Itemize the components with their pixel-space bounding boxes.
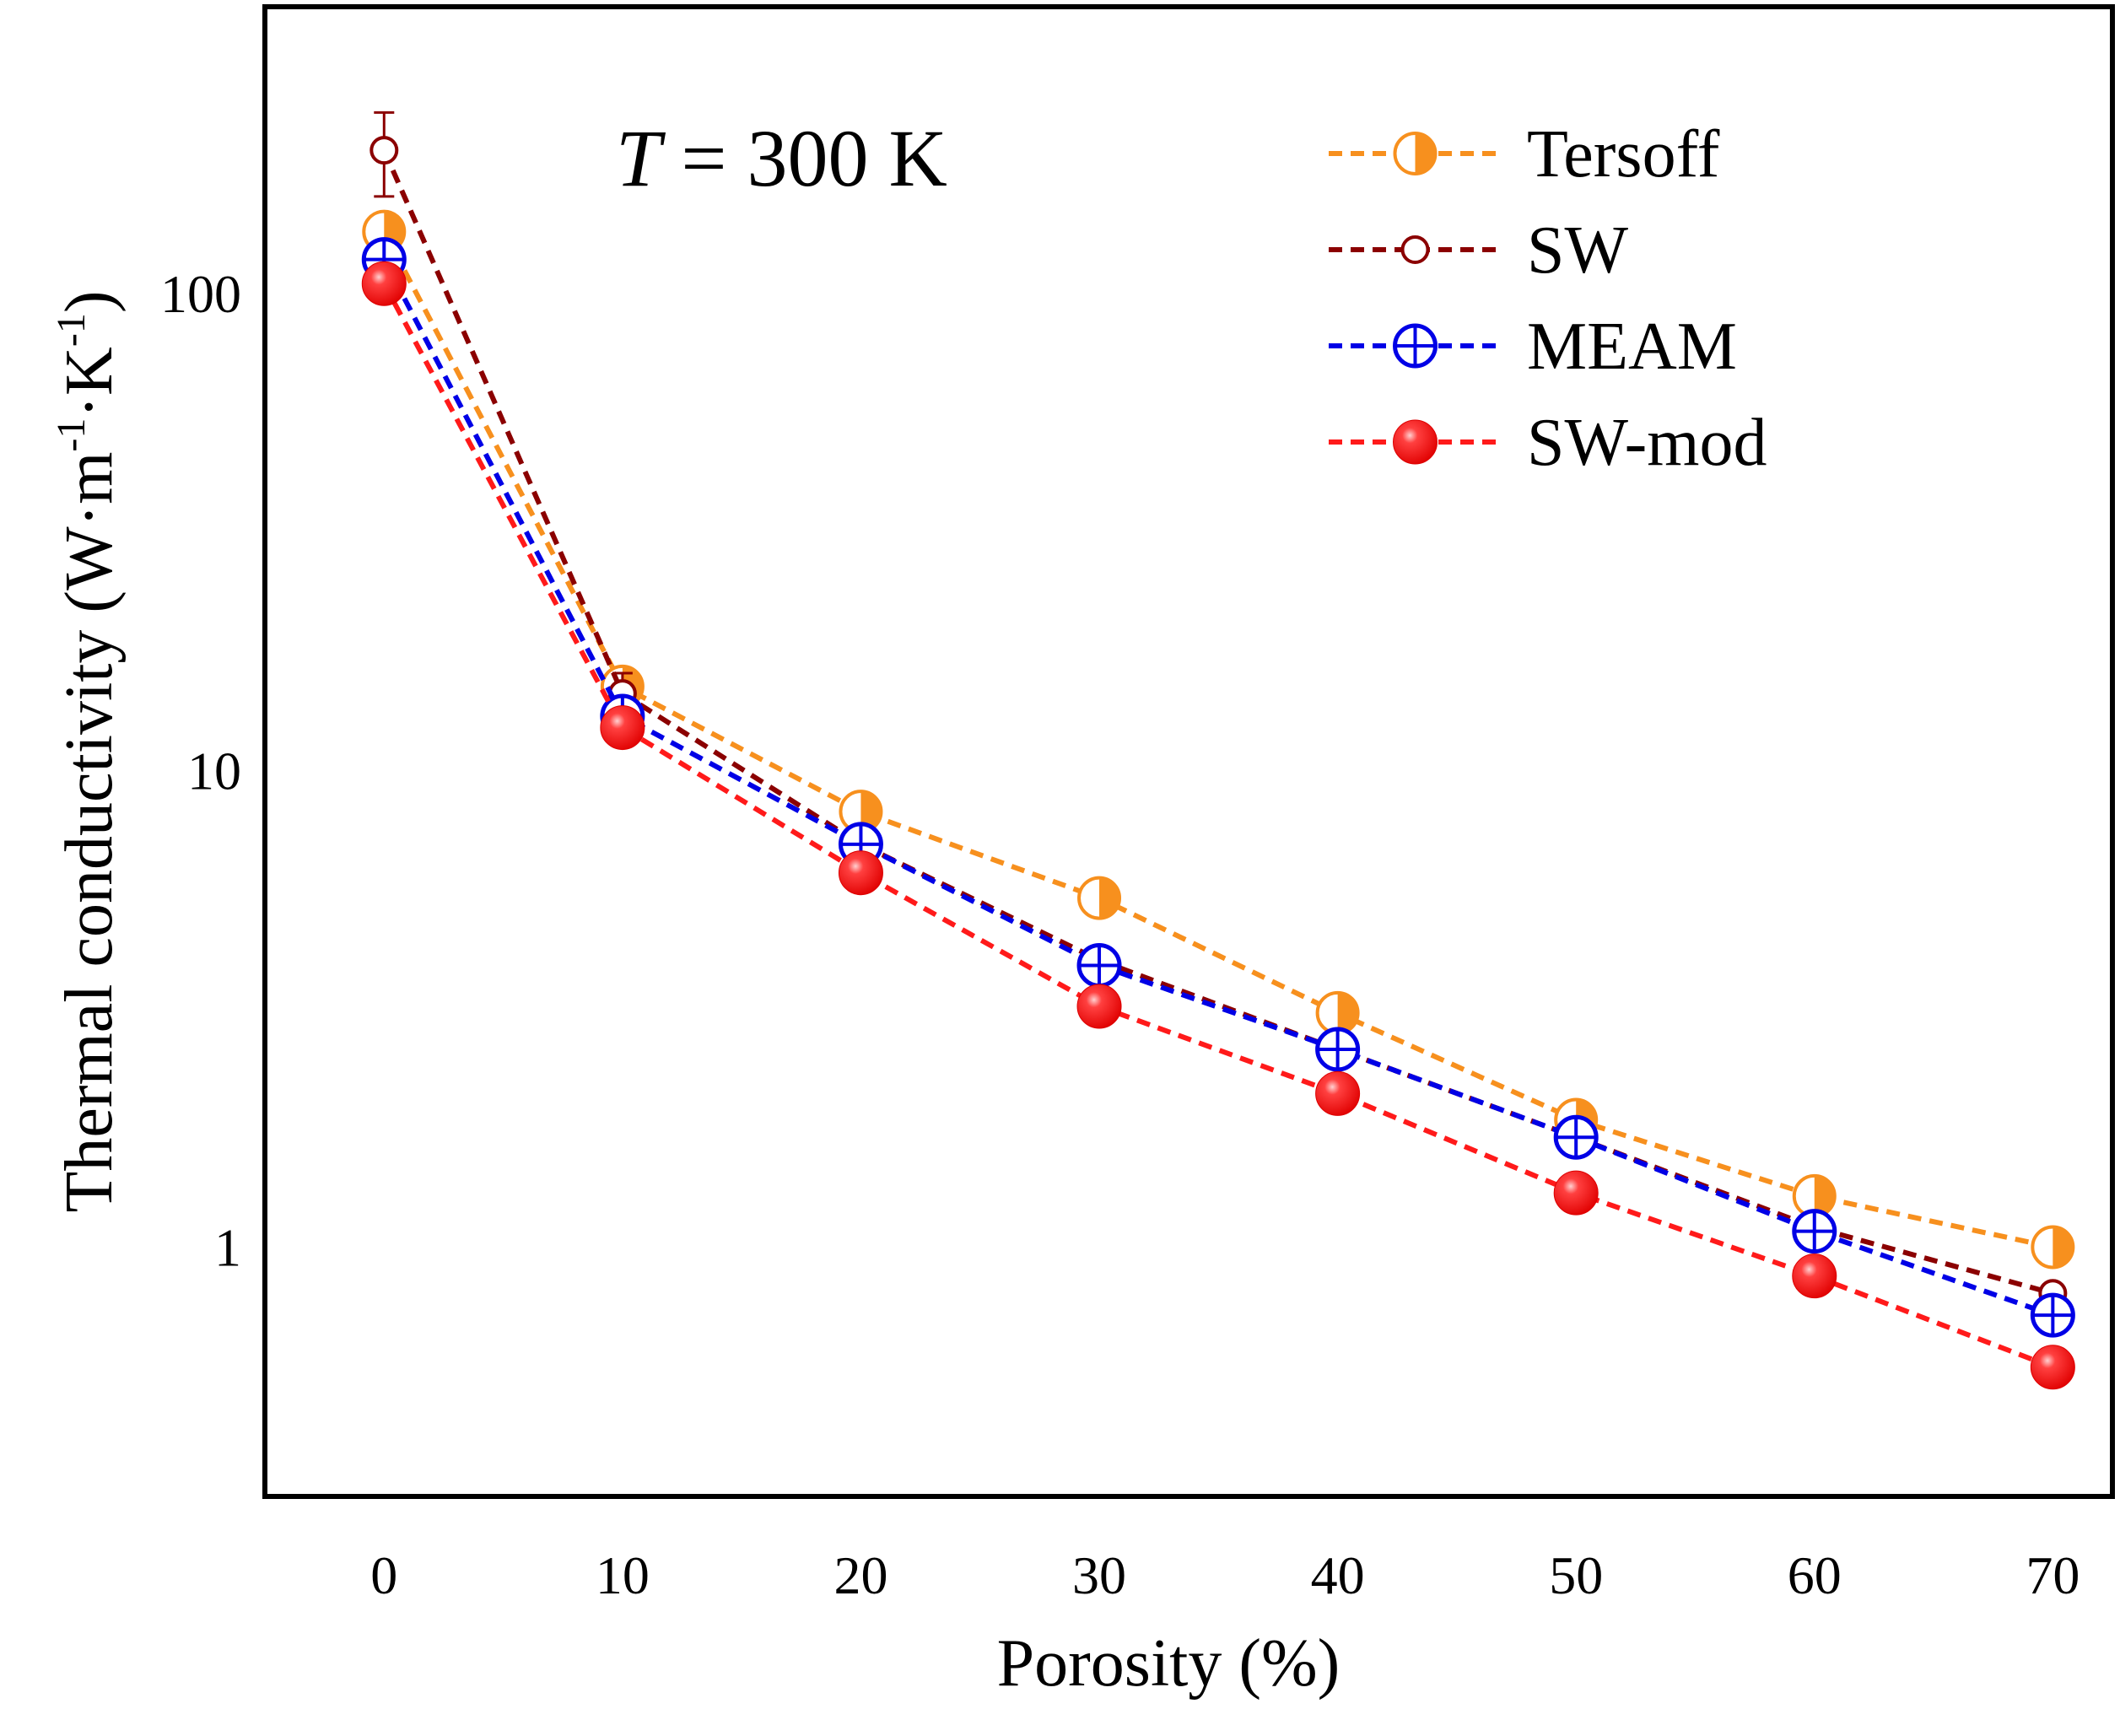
- series-sw-mod: [361, 261, 2075, 1390]
- series-line: [381, 148, 2054, 1297]
- legend-label: MEAM: [1527, 310, 1737, 384]
- x-tick-label: 0: [370, 1545, 397, 1605]
- legend-item-tersoff: Tersoff: [1329, 117, 1720, 191]
- data-point-marker-fill: [1337, 992, 1358, 1033]
- data-point-marker: [2030, 1345, 2075, 1390]
- series-line: [381, 258, 2054, 1318]
- x-tick-label: 20: [833, 1545, 887, 1605]
- legend-item-meam: MEAM: [1329, 310, 1737, 384]
- legend-marker: [1400, 235, 1430, 264]
- y-axis-title: Thermal conductivity (W·m-1·K-1): [49, 291, 127, 1213]
- data-point-marker-fill: [860, 791, 882, 833]
- legend-item-sw-mod: SW-mod: [1329, 406, 1767, 480]
- x-tick-label: 70: [2026, 1545, 2080, 1605]
- legend-label: SW: [1527, 213, 1628, 288]
- series-line: [381, 282, 2054, 1370]
- x-tick-label: 30: [1072, 1545, 1126, 1605]
- data-point-marker: [838, 850, 883, 896]
- x-tick-label: 60: [1788, 1545, 1842, 1605]
- legend-item-sw: SW: [1329, 213, 1628, 288]
- series-line: [381, 230, 2053, 1250]
- data-point-marker: [1792, 1253, 1837, 1299]
- y-axis-title-prefix: Thermal conductivity (W: [52, 526, 127, 1213]
- legend-marker-fill: [1415, 133, 1436, 174]
- legend-label: Tersoff: [1527, 117, 1720, 191]
- x-tick-label: 50: [1549, 1545, 1603, 1605]
- plot-frame: [262, 4, 2115, 1499]
- y-axis-title-exp-2: -1: [49, 313, 94, 347]
- data-point-marker-fill: [1814, 1175, 1835, 1216]
- annotation-value: = 300 K: [661, 113, 947, 203]
- x-tick-label: 10: [596, 1545, 650, 1605]
- y-axis-title-k: K: [52, 347, 127, 396]
- data-point-marker: [1076, 984, 1122, 1029]
- y-axis-title-exp-1: -1: [49, 418, 94, 452]
- legend: Tersoff SW MEAM SW-mod: [1329, 117, 1767, 480]
- plot-area: [361, 111, 2075, 1390]
- y-axis-title-suffix: ): [52, 291, 127, 314]
- legend-marker: [1393, 419, 1438, 465]
- data-point-marker: [1315, 1070, 1361, 1116]
- y-tick-label: 10: [187, 741, 241, 801]
- axis-ticks: 0 10 20 30 40 50 60 70 1 10 100: [160, 264, 2080, 1605]
- annotation-symbol: T: [616, 113, 666, 203]
- data-point-marker-fill: [2053, 1227, 2074, 1268]
- x-axis-title: Porosity (%): [997, 1626, 1341, 1701]
- y-axis-title-dot-1: ·: [52, 504, 127, 527]
- series-meam: [361, 237, 2075, 1338]
- data-point-marker: [600, 705, 645, 751]
- data-point-marker-fill: [1099, 877, 1120, 919]
- data-point-marker: [370, 136, 399, 165]
- data-point-marker: [361, 261, 407, 306]
- y-tick-label: 100: [160, 264, 241, 324]
- y-axis-title-m: m: [52, 452, 127, 504]
- legend-label: SW-mod: [1527, 406, 1767, 480]
- y-axis-title-dot-2: ·: [52, 396, 127, 418]
- data-point-marker: [1553, 1170, 1599, 1216]
- x-tick-label: 40: [1311, 1545, 1365, 1605]
- y-tick-label: 1: [214, 1218, 241, 1278]
- annotation-temperature: T = 300 K: [616, 113, 947, 203]
